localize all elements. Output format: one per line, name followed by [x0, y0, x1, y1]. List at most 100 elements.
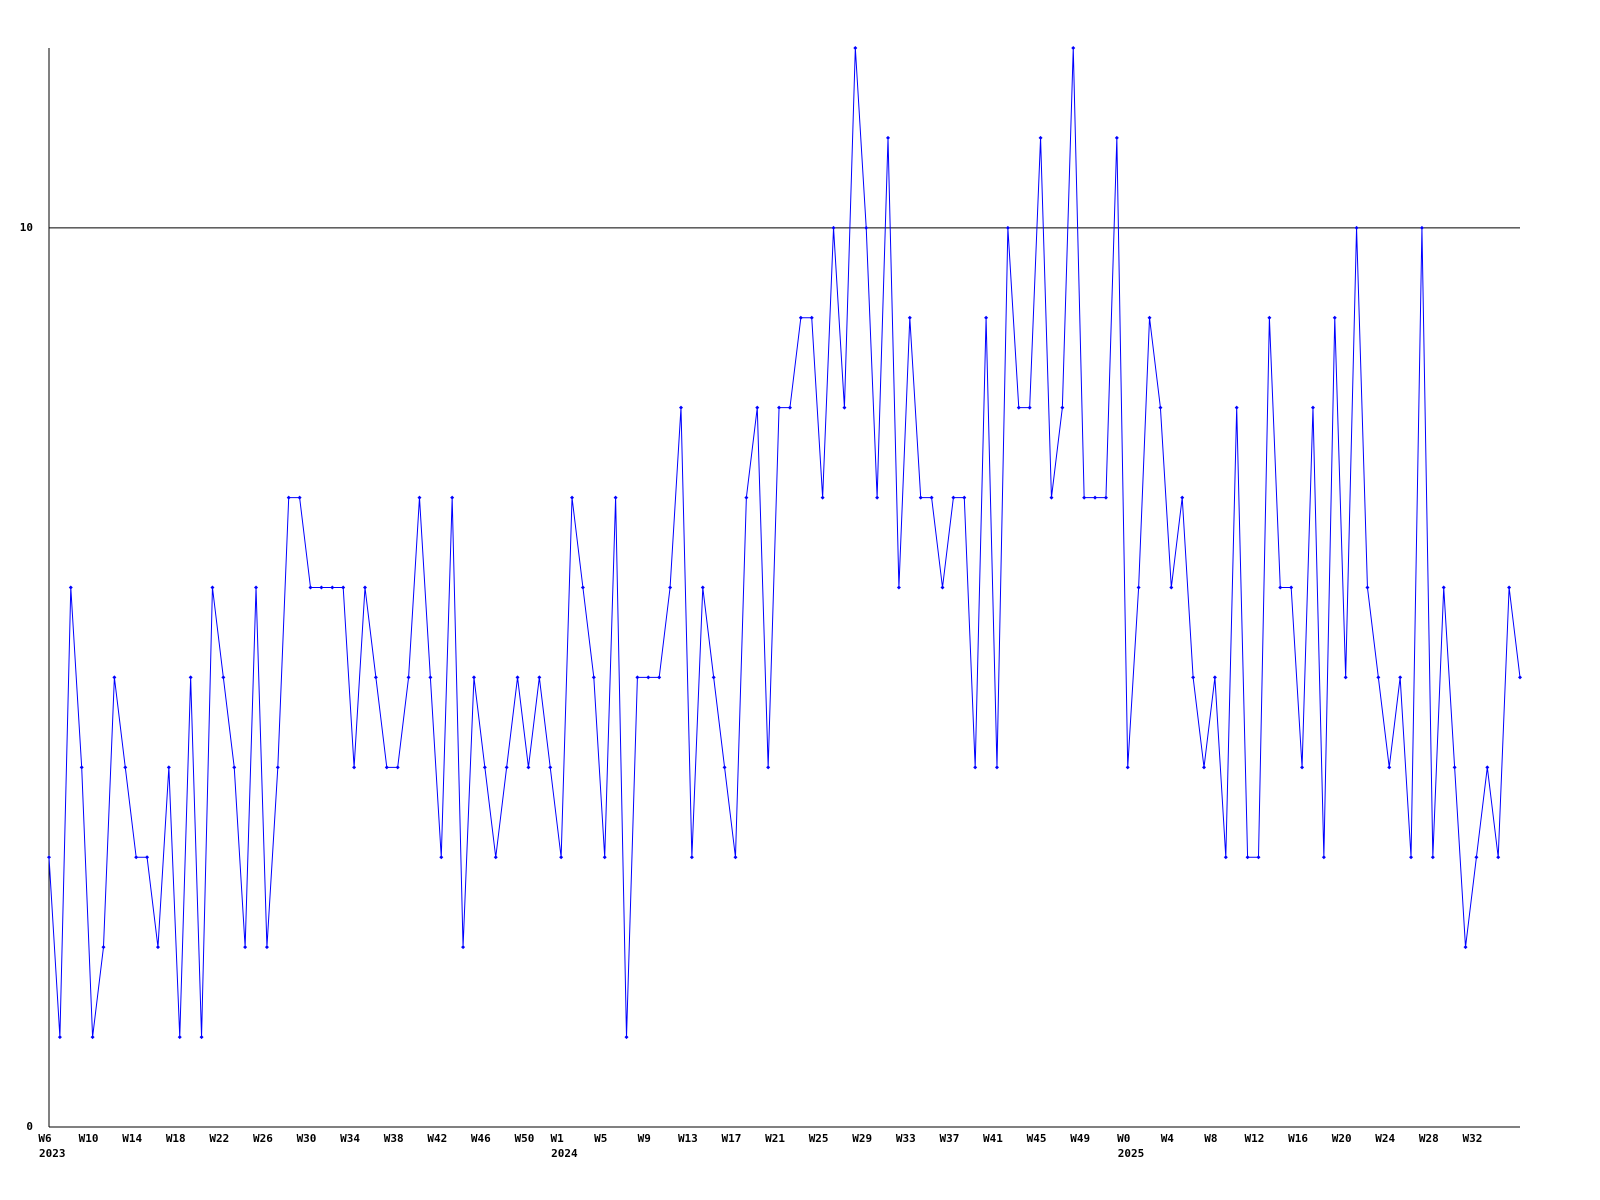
x-tick-label: W10: [79, 1132, 99, 1145]
data-point: [929, 495, 934, 500]
data-point: [134, 855, 139, 860]
data-point: [1387, 765, 1392, 770]
data-point: [1300, 765, 1305, 770]
data-point: [755, 405, 760, 410]
data-point: [210, 585, 215, 590]
data-point: [1158, 405, 1163, 410]
data-point: [1365, 585, 1370, 590]
data-point: [395, 765, 400, 770]
x-tick-label: W22: [209, 1132, 229, 1145]
data-point: [1005, 225, 1010, 230]
data-point: [68, 585, 73, 590]
data-point: [1267, 315, 1272, 320]
data-point: [744, 495, 749, 500]
data-point: [188, 675, 193, 680]
x-tick-label: W16: [1288, 1132, 1308, 1145]
x-tick-label: W32: [1462, 1132, 1482, 1145]
x-tick-label: W42: [427, 1132, 447, 1145]
data-point: [733, 855, 738, 860]
data-point: [580, 585, 585, 590]
data-point: [548, 765, 553, 770]
data-point: [504, 765, 509, 770]
data-point: [1060, 405, 1065, 410]
data-point: [1093, 495, 1098, 500]
data-point: [221, 675, 226, 680]
data-point: [602, 855, 607, 860]
x-tick-label: W17: [722, 1132, 742, 1145]
x-tick-label: W38: [384, 1132, 404, 1145]
data-point: [1223, 855, 1228, 860]
data-point: [951, 495, 956, 500]
data-point: [1245, 855, 1250, 860]
data-point: [646, 675, 651, 680]
data-point: [1289, 585, 1294, 590]
data-point: [1332, 315, 1337, 320]
data-point: [940, 585, 945, 590]
data-point: [907, 315, 912, 320]
data-point: [90, 1035, 95, 1040]
data-point: [243, 945, 248, 950]
x-tick-label: W30: [297, 1132, 317, 1145]
data-point: [1234, 405, 1239, 410]
x-tick-label: W45: [1027, 1132, 1047, 1145]
data-point: [1463, 945, 1468, 950]
data-point: [1125, 765, 1130, 770]
data-point: [1485, 765, 1490, 770]
data-point: [678, 405, 683, 410]
data-point: [1441, 585, 1446, 590]
x-tick-label: W6: [38, 1132, 52, 1145]
data-point: [798, 315, 803, 320]
data-point: [384, 765, 389, 770]
data-point: [853, 46, 858, 50]
x-tick-label: W33: [896, 1132, 916, 1145]
data-point: [994, 765, 999, 770]
data-point: [1474, 855, 1479, 860]
data-point: [1278, 585, 1283, 590]
data-point: [330, 585, 335, 590]
data-point: [1212, 675, 1217, 680]
data-point: [461, 945, 466, 950]
x-tick-label: W0: [1117, 1132, 1130, 1145]
data-point: [711, 675, 716, 680]
data-point: [962, 495, 967, 500]
x-tick-label: W34: [340, 1132, 360, 1145]
x-tick-label: W41: [983, 1132, 1003, 1145]
data-point: [635, 675, 640, 680]
x-tick-label: W1: [551, 1132, 565, 1145]
x-tick-label: W21: [765, 1132, 785, 1145]
data-point: [526, 765, 531, 770]
data-point: [406, 675, 411, 680]
data-point: [657, 675, 662, 680]
data-point: [145, 855, 150, 860]
data-point: [450, 495, 455, 500]
data-point: [820, 495, 825, 500]
data-point: [1202, 765, 1207, 770]
x-tick-label: W9: [638, 1132, 651, 1145]
x-tick-label: W24: [1375, 1132, 1395, 1145]
x-tick-label: W49: [1070, 1132, 1090, 1145]
x-tick-label: W4: [1161, 1132, 1175, 1145]
data-point: [1180, 495, 1185, 500]
x-year-label: 2023: [39, 1147, 66, 1160]
data-point: [417, 495, 422, 500]
data-point: [613, 495, 618, 500]
data-point: [439, 855, 444, 860]
data-point: [896, 585, 901, 590]
data-point: [1398, 675, 1403, 680]
data-point: [232, 765, 237, 770]
data-point: [123, 765, 128, 770]
x-tick-label: W28: [1419, 1132, 1439, 1145]
data-point: [1518, 675, 1522, 680]
data-line: [48, 47, 1521, 1038]
data-point: [79, 765, 84, 770]
data-point: [1049, 495, 1054, 500]
x-year-label: 2025: [1118, 1147, 1145, 1160]
data-point: [1452, 765, 1457, 770]
data-point: [264, 945, 269, 950]
data-point: [591, 675, 596, 680]
x-tick-label: W26: [253, 1132, 273, 1145]
x-tick-label: W8: [1204, 1132, 1217, 1145]
data-point: [559, 855, 564, 860]
data-point: [722, 765, 727, 770]
data-point: [57, 1035, 62, 1040]
